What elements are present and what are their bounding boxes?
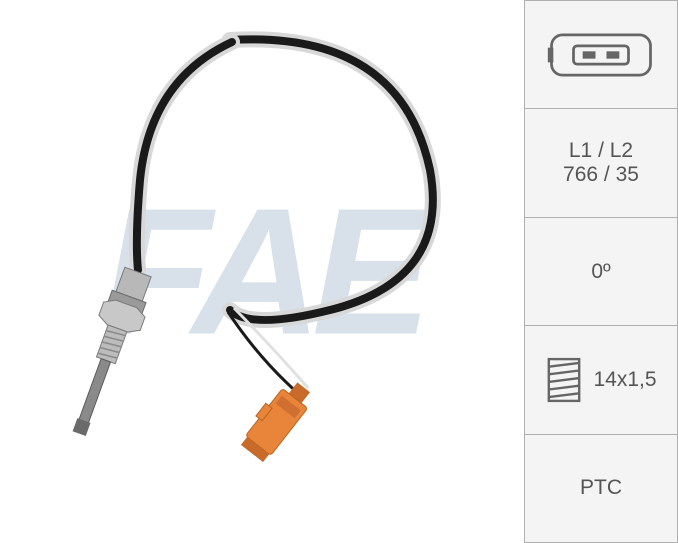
spec-thread: 14x1,5 [524,326,678,434]
spec-panel: L1 / L2 766 / 35 0º 14x1,5 PTC [524,0,678,543]
lengths-value: 766 / 35 [563,163,639,187]
lengths-label: L1 / L2 [569,139,633,163]
thread-icon [545,357,583,403]
spec-connector [524,0,678,109]
sensor-type-value: PTC [580,476,622,500]
angle-value: 0º [591,260,610,284]
connector-icon [546,27,656,83]
sensor-illustration [0,0,524,543]
product-photo-area: FAE [0,0,524,543]
spec-sensor-type: PTC [524,435,678,543]
thread-value: 14x1,5 [593,368,656,392]
spec-lengths: L1 / L2 766 / 35 [524,109,678,217]
spec-angle: 0º [524,218,678,326]
